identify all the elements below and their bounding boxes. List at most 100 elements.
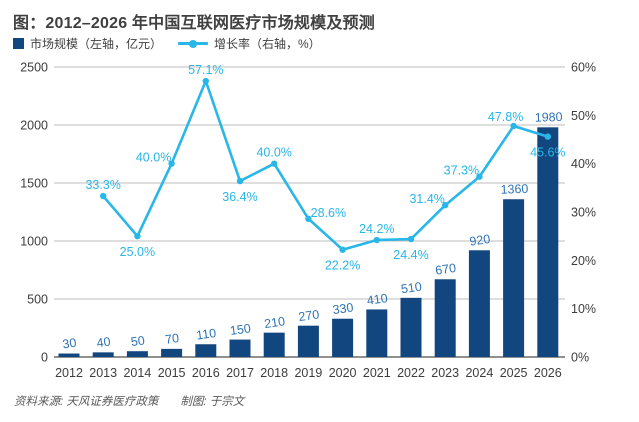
growth-pct-label: 24.4% <box>393 248 428 262</box>
bar-value-label: 210 <box>263 314 286 331</box>
bar-value-label: 50 <box>130 333 146 349</box>
legend-item-growth-rate: 增长率（右轴，%） <box>178 35 321 52</box>
growth-line-marker <box>134 232 141 240</box>
bar-value-label: 410 <box>366 291 389 308</box>
growth-pct-label: 28.6% <box>311 206 346 220</box>
growth-pct-label: 37.3% <box>444 164 479 178</box>
bar-series-swatch-icon <box>13 38 24 49</box>
chart-bar <box>195 344 217 357</box>
growth-pct-label: 31.4% <box>409 192 444 206</box>
right-axis-tick: 50% <box>571 109 596 123</box>
chart-bar <box>332 318 354 357</box>
chart-bar <box>126 351 148 357</box>
chart-bar <box>297 325 319 357</box>
growth-pct-label: 47.8% <box>488 110 523 124</box>
x-axis-year-label: 2012 <box>55 366 83 380</box>
x-axis-year-label: 2019 <box>294 366 322 380</box>
growth-pct-label: 40.0% <box>256 146 291 160</box>
x-axis-year-label: 2015 <box>158 366 186 380</box>
chart-bar <box>161 348 183 357</box>
bar-value-label: 670 <box>434 261 457 278</box>
growth-line-marker <box>100 192 107 200</box>
growth-pct-label: 57.1% <box>188 63 223 77</box>
x-axis-year-label: 2024 <box>465 366 493 380</box>
bar-value-label: 270 <box>298 307 321 324</box>
chart-bar <box>503 199 525 357</box>
chart-title: 图：2012–2026 年中国互联网医疗市场规模及预测 <box>13 15 375 32</box>
growth-line-marker <box>476 173 483 180</box>
chart-bar <box>263 332 285 357</box>
bar-value-label: 330 <box>332 300 355 317</box>
bar-value-label: 510 <box>400 279 423 296</box>
bar-value-label: 70 <box>164 331 180 347</box>
growth-line-marker <box>510 122 517 130</box>
chart-bar <box>468 250 490 357</box>
growth-line <box>102 79 549 251</box>
growth-line-marker <box>305 215 312 222</box>
growth-line-marker <box>442 202 449 209</box>
left-axis-tick: 500 <box>27 293 48 307</box>
right-axis-tick: 0% <box>571 351 589 365</box>
bar-value-label: 30 <box>62 336 78 352</box>
x-axis-year-label: 2013 <box>89 366 117 380</box>
growth-line-marker <box>236 177 244 185</box>
x-axis-year-label: 2025 <box>500 366 528 380</box>
growth-line-marker <box>544 133 551 140</box>
left-axis-tick: 0 <box>41 351 48 365</box>
growth-line-marker <box>373 236 380 244</box>
left-axis-tick: 1000 <box>20 235 48 249</box>
left-axis-tick: 2500 <box>20 61 48 75</box>
line-series-swatch-icon <box>178 39 209 48</box>
bar-value-label: 40 <box>96 334 112 350</box>
x-axis-year-label: 2022 <box>397 366 425 380</box>
left-axis-tick: 2000 <box>20 119 48 133</box>
growth-line-marker <box>407 235 415 243</box>
x-axis-year-label: 2017 <box>226 366 254 380</box>
bar-value-label: 150 <box>229 321 252 338</box>
right-axis-tick: 40% <box>571 157 596 171</box>
growth-pct-label: 40.0% <box>136 151 171 165</box>
x-axis-year-label: 2016 <box>192 366 220 380</box>
x-axis-year-label: 2014 <box>123 366 151 380</box>
credit-note: 制图: 于宗文 <box>180 396 245 408</box>
bar-value-label: 110 <box>195 326 217 343</box>
x-axis-year-label: 2026 <box>534 366 562 380</box>
growth-pct-label: 22.2% <box>325 259 360 273</box>
growth-line-marker <box>271 160 278 167</box>
left-axis-tick: 1500 <box>20 177 48 191</box>
growth-line-marker <box>339 246 346 253</box>
legend-label-market-size: 市场规模（左轴，亿元） <box>30 37 163 51</box>
right-axis-tick: 30% <box>571 206 596 220</box>
growth-pct-label: 24.2% <box>359 222 394 236</box>
growth-pct-label: 25.0% <box>120 245 155 259</box>
right-axis-tick: 60% <box>571 61 596 75</box>
growth-line-marker <box>168 160 175 167</box>
legend-item-market-size: 市场规模（左轴，亿元） <box>13 35 162 52</box>
x-axis-year-label: 2018 <box>260 366 288 380</box>
chart-bar <box>366 309 388 357</box>
chart-bar <box>434 279 456 357</box>
bar-value-label: 920 <box>469 232 492 249</box>
chart-bar <box>92 352 114 357</box>
chart-bar <box>400 297 422 357</box>
growth-pct-label: 36.4% <box>222 190 257 204</box>
x-axis-year-label: 2023 <box>431 366 459 380</box>
chart-bar <box>58 353 80 357</box>
bar-value-label: 1360 <box>500 182 528 197</box>
growth-line-marker <box>202 77 209 85</box>
growth-pct-label: 33.3% <box>85 178 120 192</box>
chart-footer: 资料来源: 天风证券医疗政策 制图: 于宗文 <box>14 393 244 409</box>
growth-pct-label: 45.6% <box>530 146 565 160</box>
legend-label-growth-rate: 增长率（右轴，%） <box>214 37 321 51</box>
source-note: 资料来源: 天风证券医疗政策 <box>14 396 159 408</box>
right-axis-tick: 20% <box>571 254 596 268</box>
chart-bar <box>537 127 559 357</box>
bar-value-label: 1980 <box>535 110 563 125</box>
right-axis-tick: 10% <box>571 302 596 316</box>
x-axis-year-label: 2021 <box>363 366 391 380</box>
x-axis-year-label: 2020 <box>329 366 357 380</box>
chart-legend: 市场规模（左轴，亿元） 增长率（右轴，%） <box>13 35 321 52</box>
chart-bar <box>229 339 251 357</box>
